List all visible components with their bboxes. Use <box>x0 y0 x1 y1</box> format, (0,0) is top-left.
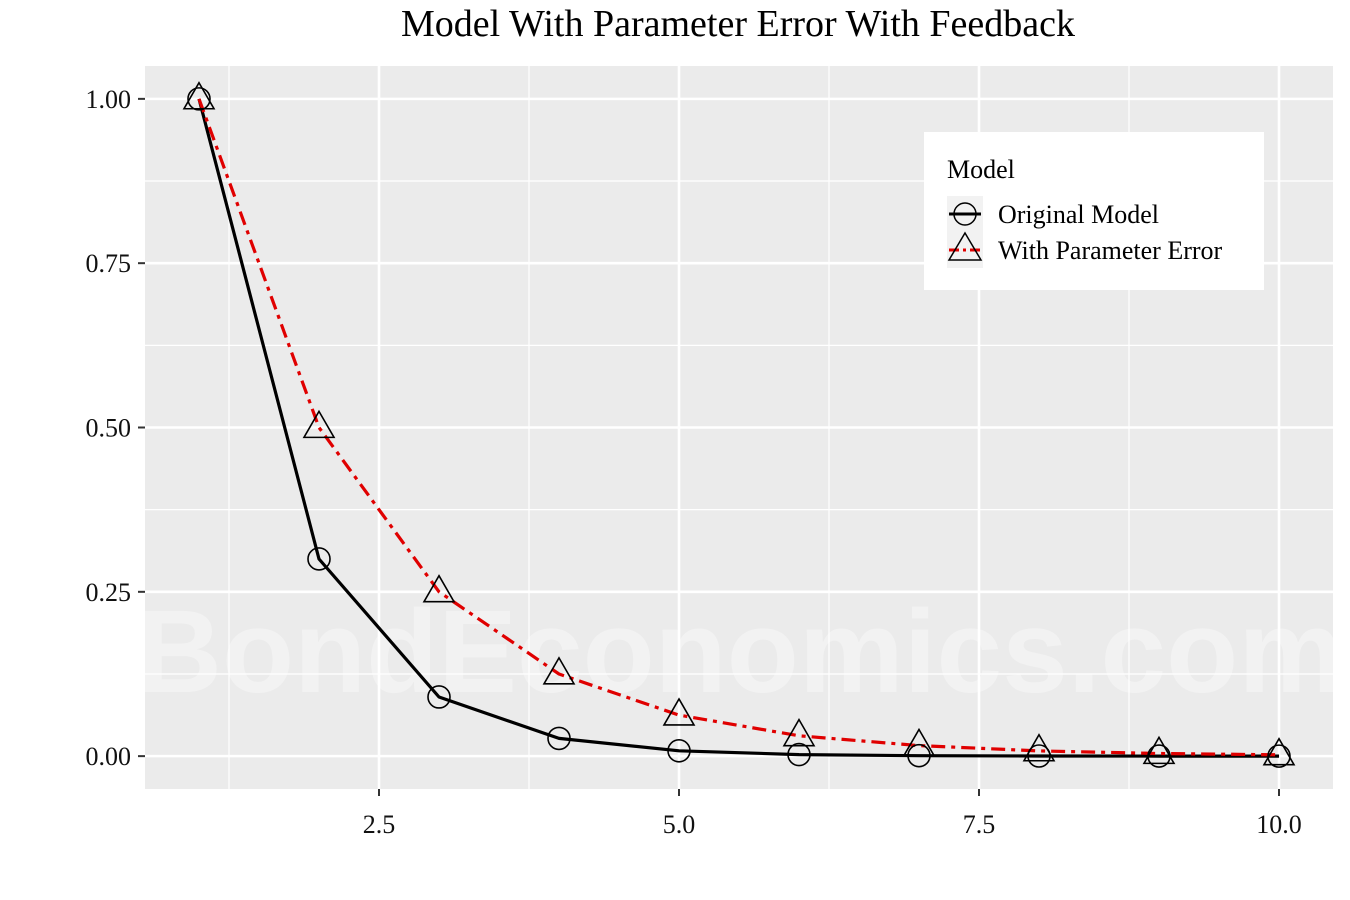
legend-circle-icon <box>953 202 977 226</box>
legend: Model Original Model With Parameter Erro… <box>924 132 1264 290</box>
data-point-circle <box>307 547 331 571</box>
data-point-circle <box>1027 744 1051 768</box>
legend-triangle-icon <box>947 231 983 261</box>
x-tick-label: 10.0 <box>1256 810 1302 839</box>
data-point-triangle <box>902 727 936 757</box>
data-point-triangle <box>1262 737 1296 766</box>
x-axis: 2.5 5.0 7.5 10.0 <box>363 789 1302 839</box>
x-tick-label: 2.5 <box>363 810 396 839</box>
data-point-circle <box>787 742 811 767</box>
y-tick-label: 0.50 <box>86 414 132 443</box>
data-point-circle <box>427 685 451 709</box>
data-point-triangle <box>1022 733 1056 762</box>
series-line-2 <box>197 98 1280 757</box>
series-line-1 <box>197 98 1279 758</box>
data-point-circle <box>1267 744 1291 768</box>
data-point-triangle <box>542 656 576 685</box>
y-axis: 0.00 0.25 0.50 0.75 1.00 <box>86 85 145 771</box>
data-point-triangle <box>782 718 816 747</box>
y-tick-label: 0.75 <box>86 249 132 278</box>
series-layer <box>182 81 1296 768</box>
data-point-circle <box>667 739 691 763</box>
data-point-triangle <box>422 574 456 603</box>
data-point-triangle <box>182 81 216 110</box>
y-tick-label: 1.00 <box>86 85 132 114</box>
y-tick-label: 0.00 <box>86 742 132 771</box>
x-tick-label: 5.0 <box>663 810 696 839</box>
data-point-triangle <box>302 409 336 439</box>
data-point-triangle <box>662 697 696 726</box>
legend-label-error: With Parameter Error <box>998 236 1223 265</box>
legend-label-original: Original Model <box>998 200 1159 229</box>
legend-title: Model <box>947 155 1015 184</box>
chart-title: Model With Parameter Error With Feedback <box>400 3 1076 45</box>
x-tick-label: 7.5 <box>963 810 996 839</box>
data-point-circle <box>187 87 211 111</box>
y-tick-label: 0.25 <box>86 578 132 607</box>
data-point-circle <box>547 726 571 751</box>
watermark: BondEconomics.com <box>137 586 1343 718</box>
data-point-triangle <box>1142 735 1176 765</box>
